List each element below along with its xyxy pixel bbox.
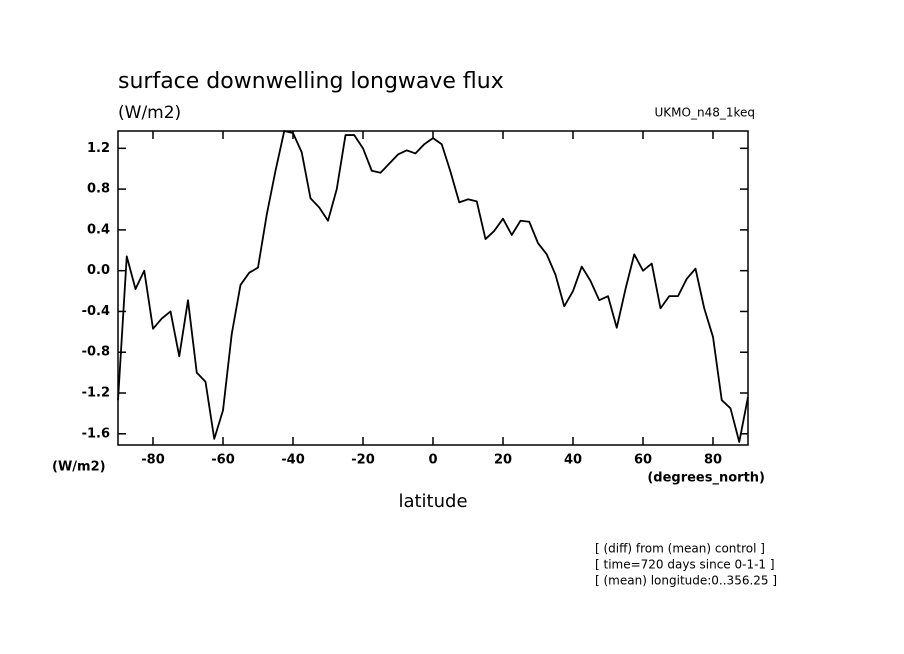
data-line (117, 130, 749, 443)
x-tick-label: -80 (141, 453, 165, 468)
x-tick-label: -60 (211, 453, 235, 468)
x-tick-label: 80 (704, 453, 722, 468)
y-tick-label: -1.6 (82, 426, 110, 441)
x-tick-label: 0 (428, 453, 437, 468)
y-tick-label: 1.2 (87, 141, 110, 156)
x-tick-label: 40 (564, 453, 582, 468)
y-tick-label: 0.8 (87, 182, 110, 197)
y-tick-label: 0.0 (87, 263, 110, 278)
x-units: (degrees_north) (647, 471, 765, 486)
y-units: (W/m2) (52, 460, 106, 475)
note: [ (mean) longitude:0..356.25 ] (595, 574, 777, 588)
y-tick-label: -0.8 (82, 345, 110, 360)
x-tick-label: 60 (634, 453, 652, 468)
x-tick-label: 20 (494, 453, 512, 468)
note: [ time=720 days since 0-1-1 ] (595, 558, 775, 572)
x-tick-label: -40 (281, 453, 305, 468)
y-tick-label: 0.4 (87, 222, 110, 237)
plot-frame (117, 130, 749, 446)
x-tick-label: -20 (351, 453, 375, 468)
y-tick-label: -0.4 (82, 304, 110, 319)
x-axis-label: latitude (398, 491, 467, 512)
chart-title: surface downwelling longwave flux (118, 69, 504, 94)
units-label: (W/m2) (118, 103, 181, 123)
y-tick-label: -1.2 (82, 386, 110, 401)
dataset-label: UKMO_n48_1keq (655, 106, 755, 120)
note: [ (diff) from (mean) control ] (595, 542, 765, 556)
